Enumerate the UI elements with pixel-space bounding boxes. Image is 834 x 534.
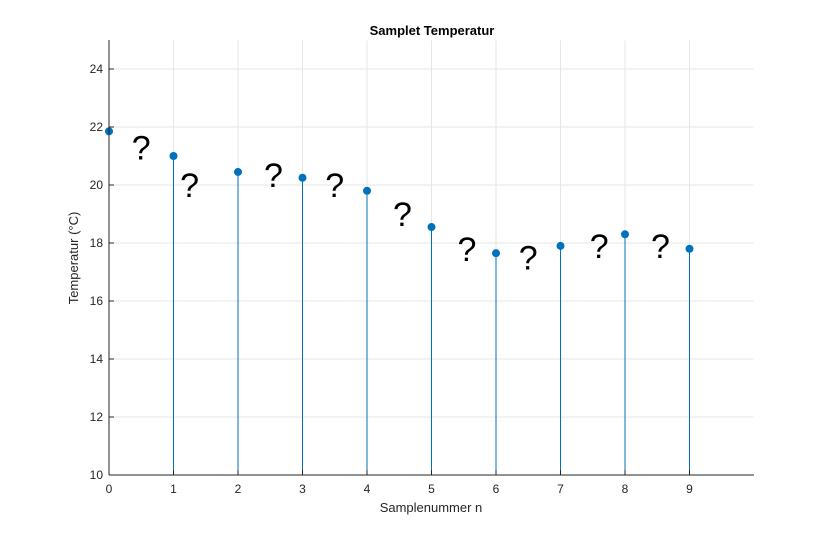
x-axis-label: Samplenummer n [380,500,483,515]
stem-marker [363,186,371,195]
question-mark-annotation: ? [519,240,538,278]
y-tick-label: 14 [90,352,104,366]
stem-marker [169,152,178,160]
y-tick-label: 20 [90,178,104,192]
x-tick-label: 4 [364,482,371,496]
y-tick-label: 12 [90,410,104,424]
question-mark-annotation: ? [180,167,199,205]
question-mark-annotation: ? [325,167,344,205]
question-mark-annotation: ? [264,157,283,195]
y-tick-label: 18 [90,236,104,250]
stem-marker [492,249,500,258]
question-mark-annotation: ? [590,228,609,266]
stem-marker [298,173,307,182]
y-tick-label: 16 [90,294,104,308]
question-mark-annotation: ? [393,196,412,234]
y-tick-label: 10 [90,468,104,482]
y-tick-label: 24 [90,62,104,76]
x-tick-label: 2 [235,482,242,496]
stem-series [105,127,694,475]
x-tick-label: 9 [686,482,693,496]
x-tick-label: 8 [622,482,629,496]
stem-marker [621,230,629,239]
x-tick-label: 6 [493,482,500,496]
x-tick-label: 7 [557,482,564,496]
stem-marker [556,241,565,250]
question-mark-annotation: ? [458,231,477,269]
stem-marker [427,223,436,232]
x-tick-label: 3 [299,482,306,496]
question-mark-annotation: ? [132,129,151,167]
chart-title: Samplet Temperatur [370,23,495,38]
stem-marker [685,244,694,253]
stem-marker [234,167,242,176]
x-tick-label: 5 [428,482,435,496]
x-tick-label: 0 [106,482,113,496]
question-mark-annotation: ? [651,228,670,266]
y-axis-label: Temperatur (°C) [66,212,81,305]
annotations: ????????? [132,129,670,277]
y-tick-label: 22 [90,120,104,134]
x-tick-label: 1 [170,482,177,496]
